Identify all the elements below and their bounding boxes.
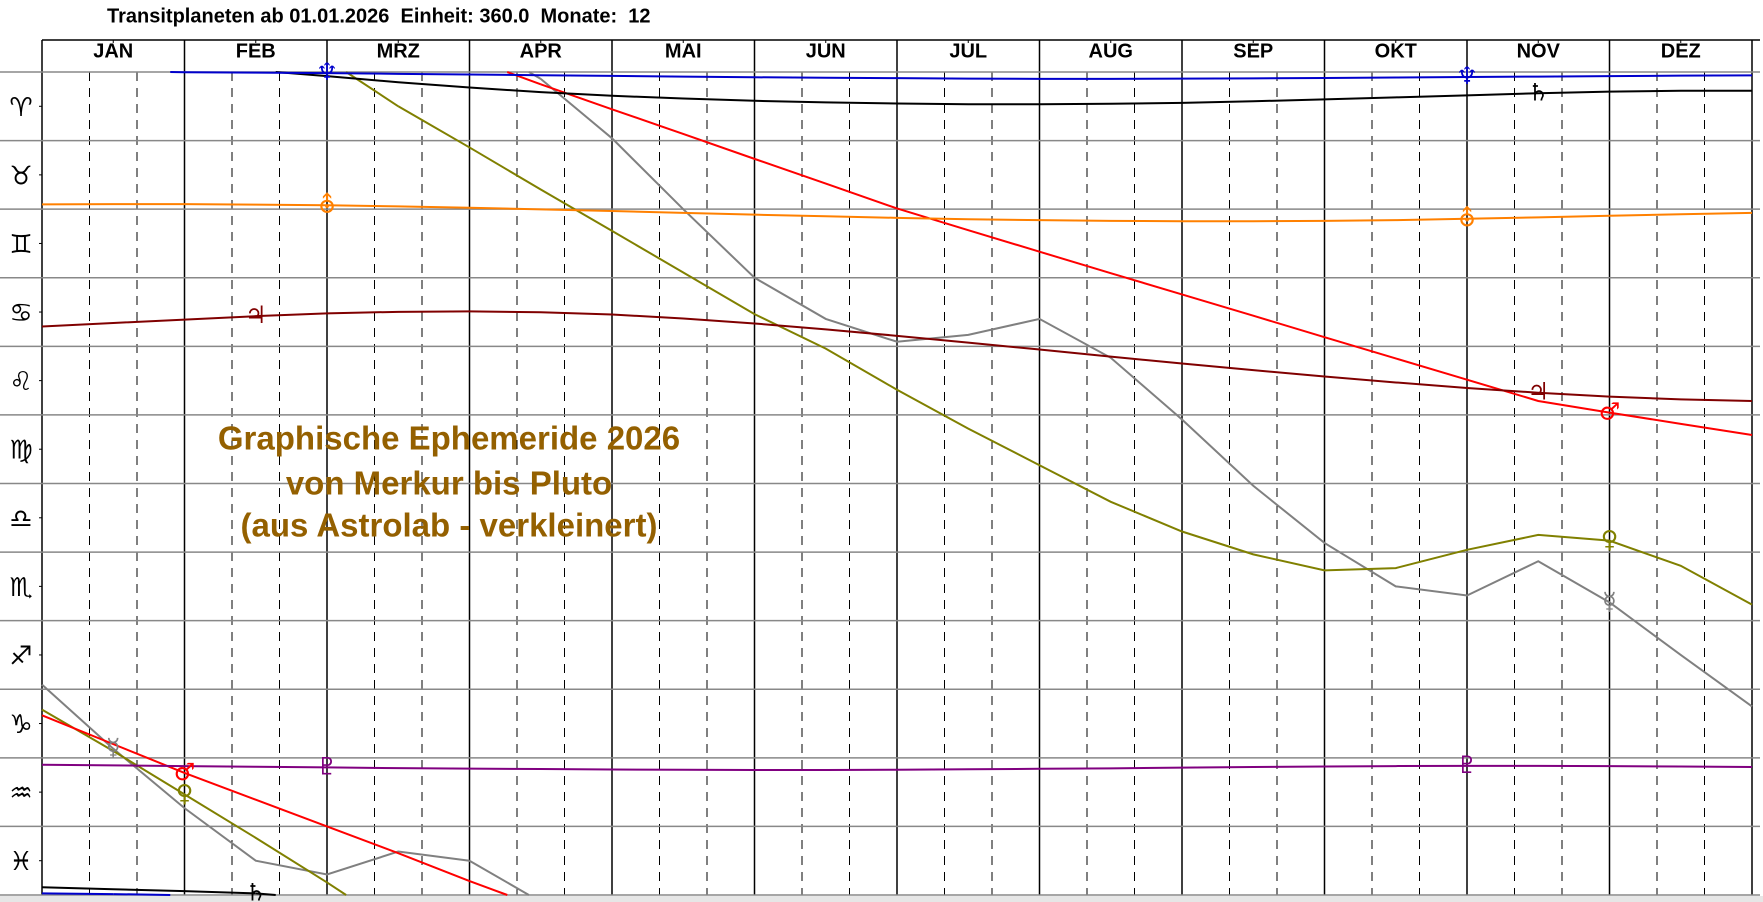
planet-line [41, 708, 328, 884]
y-tick-label: ♐ [9, 641, 32, 671]
x-tick-label: JUN [806, 40, 846, 62]
wrap-segment [468, 859, 530, 896]
y-tick-label: ♋ [9, 299, 32, 329]
y-tick-label: ♎ [9, 504, 32, 534]
wrap-segment [469, 880, 508, 896]
planet-glyph: ♆ [1456, 62, 1478, 90]
planet-glyph: ♄ [245, 878, 267, 902]
planet-glyph: ♇ [1456, 751, 1478, 779]
y-tick-label: ♒ [9, 779, 32, 809]
wrap-segment [113, 893, 171, 896]
y-tick-label: ♊ [9, 230, 32, 260]
x-tick-label: DEZ [1661, 40, 1701, 62]
wrap-segment [255, 892, 276, 896]
y-tick-label: ♍ [9, 436, 32, 466]
planet-glyph: ♆ [316, 58, 338, 86]
annotation: Graphische Ephemeride 2026 [218, 420, 680, 457]
planet-line [397, 105, 1753, 606]
planet-glyph: ♄ [1527, 78, 1549, 106]
planet-line [41, 763, 1753, 771]
wrap-segment [345, 71, 399, 108]
chart-title: Transitplaneten ab 01.01.2026 Einheit: 3… [107, 5, 651, 27]
planet-glyph: ♂ [1599, 398, 1621, 426]
y-tick-label: ♉ [9, 161, 32, 191]
annotation: von Merkur bis Pluto [286, 465, 612, 502]
x-tick-label: JUL [949, 40, 987, 62]
planet-glyph: ♀ [1601, 526, 1619, 554]
planet-glyph: ☿ [106, 734, 121, 762]
planet-glyph: ♀ [176, 779, 194, 807]
planet-glyph: ⛢ [1458, 204, 1476, 232]
x-tick-label: MRZ [377, 40, 420, 62]
planet-line [540, 83, 1753, 437]
planet-glyph: ♇ [316, 752, 338, 780]
planet-line [326, 75, 1752, 106]
x-tick-label: NOV [1517, 40, 1561, 62]
planet-line [41, 892, 114, 896]
x-tick-label: JAN [93, 40, 133, 62]
wrap-segment [506, 71, 542, 86]
annotation: (aus Astrolab - verkleinert) [241, 507, 658, 544]
bottom-band [0, 896, 1763, 902]
planet-line [41, 203, 1753, 223]
planet-line [184, 71, 1753, 80]
planet-glyph: ♃ [245, 301, 267, 329]
y-tick-label: ♈ [9, 93, 32, 123]
planet-glyph: ⛢ [318, 190, 336, 218]
planet-glyph: ♃ [1527, 378, 1549, 406]
x-tick-label: OKT [1375, 40, 1417, 62]
planet-glyph: ♂ [174, 758, 196, 786]
x-tick-label: AUG [1089, 40, 1133, 62]
wrap-segment [326, 881, 347, 896]
planet-line [41, 683, 470, 876]
planet-line [41, 310, 1753, 402]
x-tick-label: MAI [665, 40, 702, 62]
y-tick-label: ♓ [9, 847, 32, 877]
planet-glyph: ☿ [1602, 587, 1617, 615]
x-tick-label: SEP [1233, 40, 1273, 62]
planet-line [41, 714, 470, 882]
planet-line [41, 886, 256, 895]
planet-line [540, 78, 1753, 708]
y-tick-label: ♌ [9, 367, 32, 397]
x-tick-label: APR [520, 40, 563, 62]
x-tick-label: FEB [236, 40, 276, 62]
y-tick-label: ♏ [9, 573, 32, 603]
y-tick-label: ♑ [9, 710, 32, 740]
